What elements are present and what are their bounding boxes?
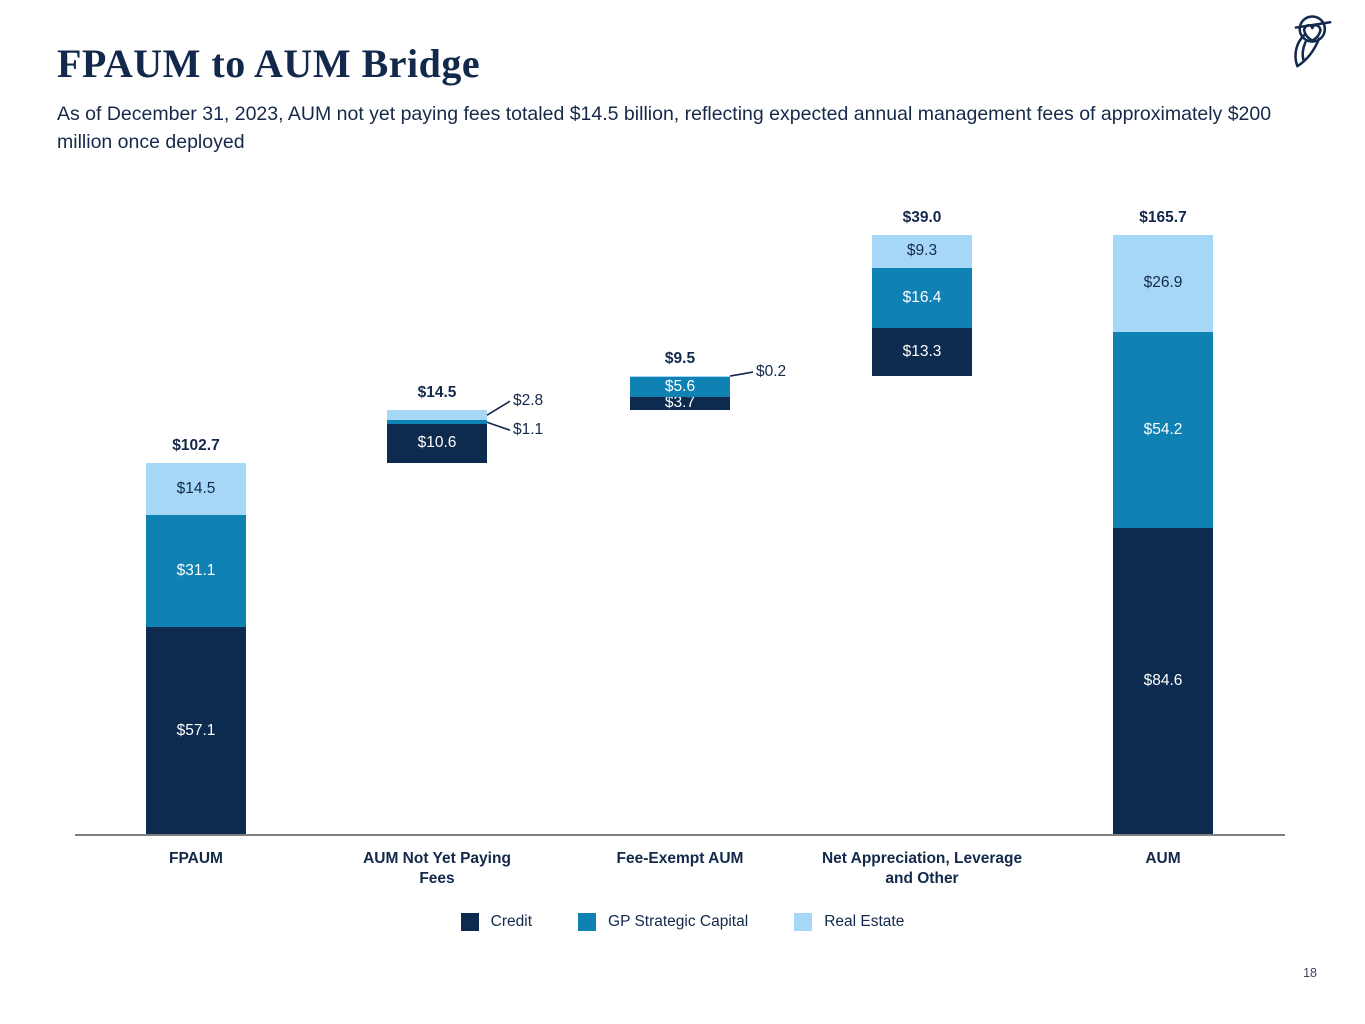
- bar-segment-real-estate: [872, 234, 972, 269]
- segment-value-label: $57.1: [176, 721, 216, 739]
- legend-swatch-gp-strategic-capital: [578, 913, 597, 931]
- segment-value-label: $54.2: [1143, 420, 1183, 438]
- bar-segment-real-estate: [387, 410, 487, 421]
- segment-callout-label: $0.2: [756, 363, 787, 381]
- callout-line: [729, 371, 754, 377]
- segment-value-label: $14.5: [176, 479, 216, 497]
- legend-item-gp-strategic-capital: GP Strategic Capital: [578, 913, 748, 931]
- callout-line: [486, 421, 511, 431]
- bar-segment-real-estate: [146, 462, 246, 515]
- segment-value-label: $5.6: [664, 377, 696, 395]
- bar-total-label: $14.5: [417, 384, 457, 402]
- bar-total-label: $165.7: [1139, 208, 1187, 226]
- segment-value-label: $84.6: [1143, 672, 1183, 689]
- legend-label: GP Strategic Capital: [608, 913, 749, 930]
- bar-segment-gp-strategic-capital: [1113, 331, 1213, 528]
- category-label-net-appreciation-leverage-and-other: Net Appreciation, Leverage and Other: [821, 850, 1023, 887]
- category-label-fee-exempt-aum: Fee-Exempt AUM: [616, 850, 744, 867]
- page-title: FPAUM to AUM Bridge: [57, 41, 481, 86]
- bar-total-label: $102.7: [172, 436, 220, 454]
- bar-segment-credit: [146, 627, 246, 834]
- callout-line: [486, 400, 511, 416]
- segment-value-label: $3.7: [664, 394, 696, 412]
- blue-owl-logo-icon: [1294, 15, 1332, 68]
- legend-swatch-real-estate: [794, 913, 813, 931]
- bar-segment-gp-strategic-capital: [146, 514, 246, 628]
- bar-segment-credit: [387, 424, 487, 463]
- legend-swatch-credit: [460, 913, 479, 931]
- legend-item-credit: Credit: [460, 913, 533, 931]
- bar-total-label: $39.0: [902, 208, 942, 226]
- segment-callout-label: $2.8: [513, 392, 544, 410]
- bar-segment-gp-strategic-capital: [630, 376, 730, 397]
- bar-segment-gp-strategic-capital: [387, 420, 487, 425]
- segment-value-label: $13.3: [902, 342, 942, 360]
- legend-label: Credit: [490, 913, 533, 930]
- legend-label: Real Estate: [824, 913, 905, 930]
- bar-total-label: $9.5: [664, 349, 696, 367]
- segment-value-label: $9.3: [906, 242, 938, 260]
- category-label-aum-not-yet-paying-fees: AUM Not Yet Paying Fees: [363, 850, 511, 887]
- chart-legend: Credit GP Strategic Capital Real Estate: [0, 913, 1365, 931]
- segment-value-label: $26.9: [1143, 274, 1183, 292]
- page-number: 18: [1303, 966, 1317, 980]
- segment-value-label: $10.6: [417, 434, 457, 452]
- segment-value-label: $16.4: [902, 288, 942, 306]
- category-label-fpaum: FPAUM: [169, 850, 223, 867]
- bar-segment-credit: [1113, 528, 1213, 834]
- bar-segment-credit: [872, 327, 972, 376]
- page-subtitle: As of December 31, 2023, AUM not yet pay…: [57, 103, 1272, 153]
- bar-segment-credit: [630, 396, 730, 411]
- category-label-aum: AUM: [1145, 850, 1181, 867]
- bar-segment-gp-strategic-capital: [872, 268, 972, 328]
- legend-item-real-estate: Real Estate: [794, 913, 904, 931]
- bar-segment-real-estate: [1113, 234, 1213, 332]
- x-axis-line: [75, 834, 1285, 836]
- segment-value-label: $31.1: [176, 562, 216, 580]
- bar-segment-real-estate: [630, 375, 730, 378]
- segment-callout-label: $1.1: [513, 421, 544, 439]
